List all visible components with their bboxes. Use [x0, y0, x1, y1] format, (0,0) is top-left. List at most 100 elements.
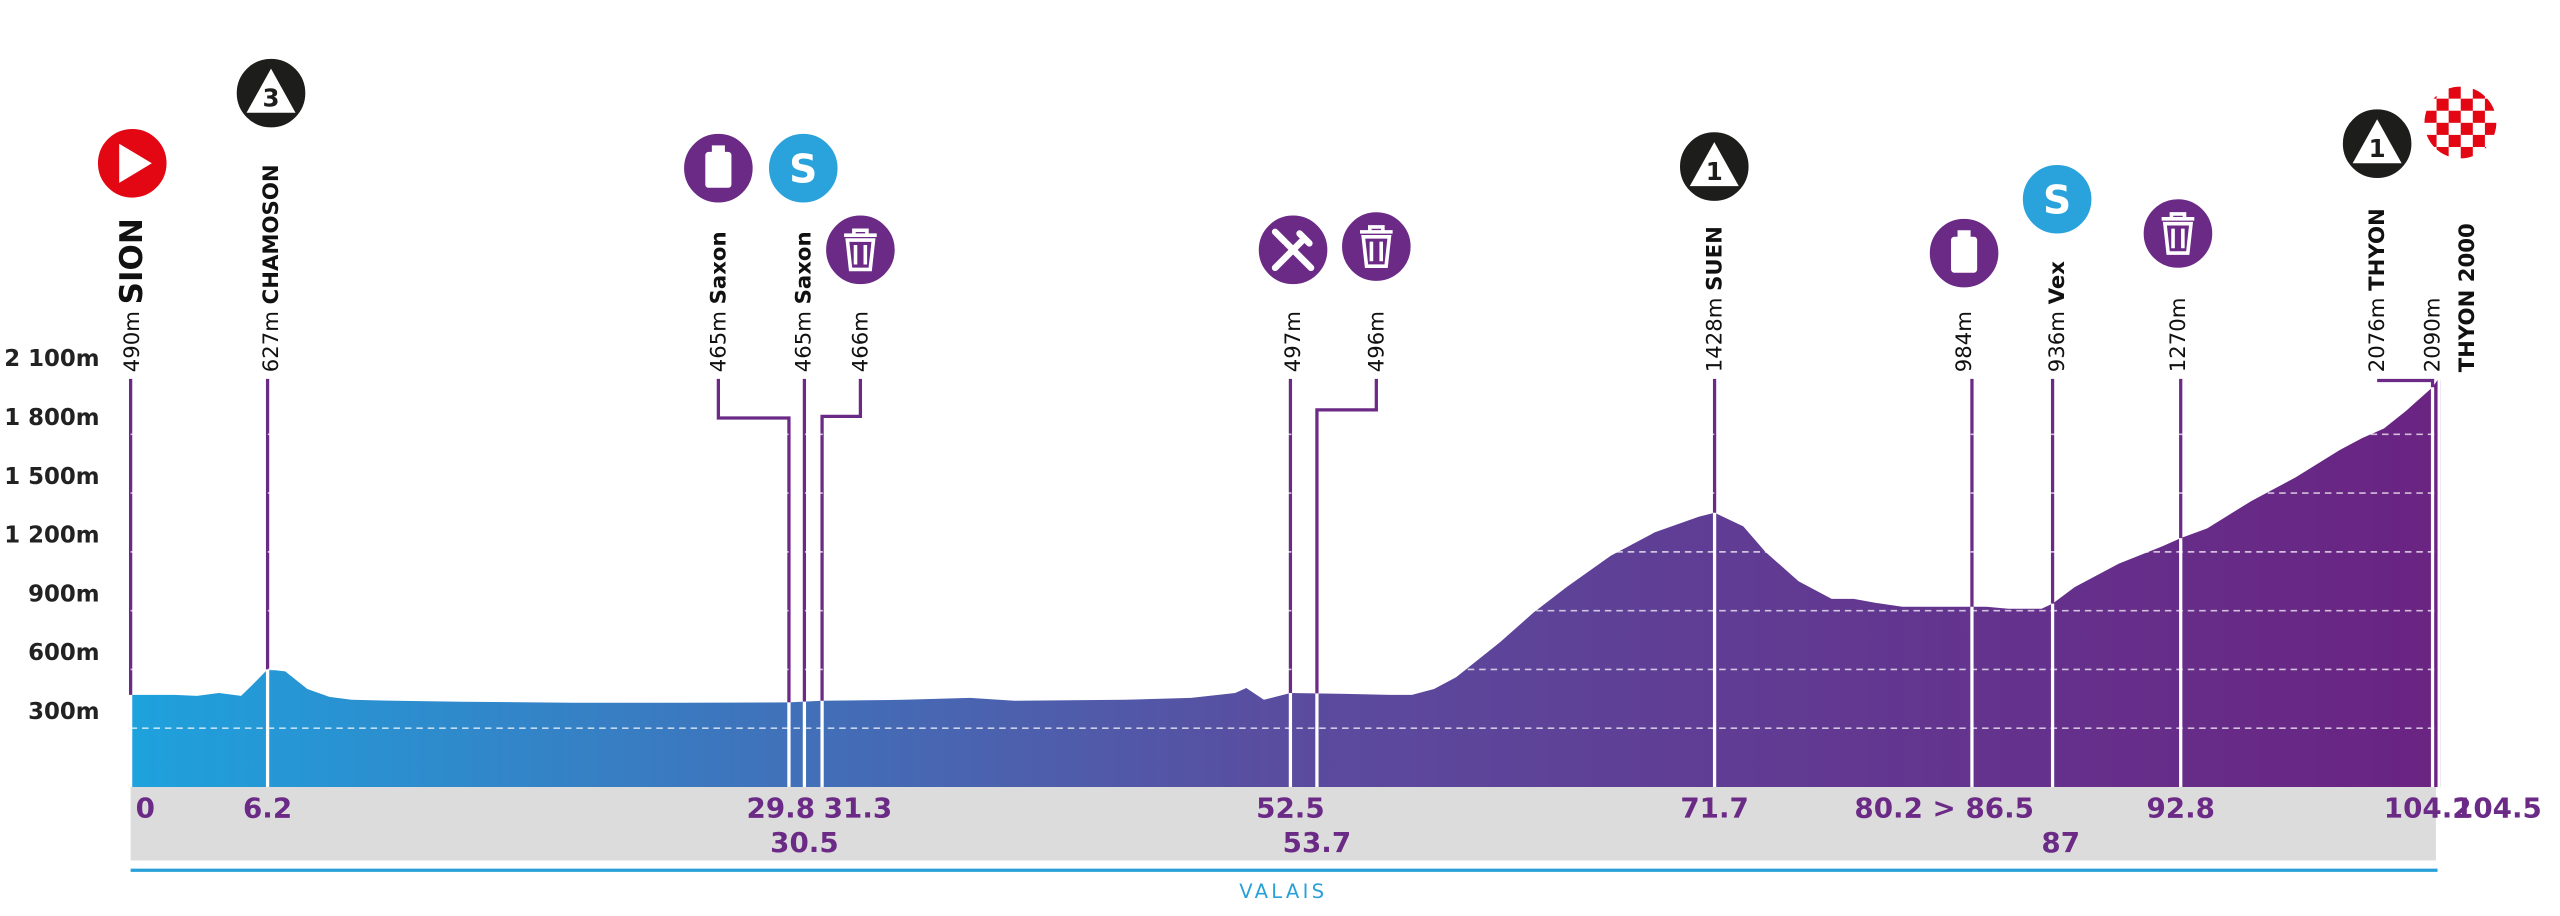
checker-cell: [2484, 122, 2497, 135]
altitude-label: 627m: [259, 311, 284, 372]
waypoint-label: 2076m THYON: [2365, 208, 2390, 372]
y-tick-label: 2 100m: [4, 346, 99, 372]
km-label: 104.5: [2454, 792, 2542, 825]
waypoint-label: 984m: [1952, 311, 1977, 372]
icon-climb: 1: [1676, 129, 1752, 205]
checker-cell: [2448, 110, 2461, 123]
icon-glyph: [246, 68, 296, 113]
km-label: 0: [136, 792, 155, 825]
icon-glyph: [1360, 225, 1393, 268]
sprint-letter: S: [2043, 178, 2071, 223]
climb-category: 1: [1706, 157, 1723, 186]
y-tick-label: 1 800m: [4, 405, 99, 431]
icon-bottle: [1926, 215, 2002, 291]
icon-climb: 1: [2339, 106, 2415, 182]
km-label: 31.3: [824, 792, 892, 825]
y-tick-label: 900m: [28, 581, 99, 607]
altitude-label: 2076m: [2365, 298, 2390, 373]
climb-category: 3: [263, 84, 280, 113]
place-name: Saxon: [706, 231, 731, 304]
checker-cell: [2436, 98, 2449, 111]
leader-line: [1315, 378, 1378, 787]
checker-cell: [2472, 134, 2485, 147]
icon-glyph: [705, 145, 732, 188]
waypoint-label: 465m Saxon: [706, 231, 731, 372]
waypoint-label: 466m: [848, 311, 873, 372]
checker-cell: [2472, 110, 2485, 123]
icon-circle: [2019, 161, 2095, 237]
leader-line: [820, 378, 863, 787]
altitude-label: 490m: [120, 311, 145, 372]
place-name: THYON 2000: [2454, 223, 2479, 372]
altitude-label: 466m: [848, 311, 873, 372]
altitude-label: 497m: [1281, 311, 1306, 372]
km-label: 92.8: [2146, 792, 2214, 825]
altitude-label: 496m: [1364, 311, 1389, 372]
sprint-letter: S: [789, 147, 817, 192]
checker-cell: [2448, 134, 2461, 147]
km-label: 29.8: [747, 792, 815, 825]
icon-waste: [2140, 195, 2216, 272]
km-label: 52.5: [1256, 792, 1324, 825]
icon-circle: [1338, 209, 1414, 285]
y-tick-label: 1 500m: [4, 464, 99, 490]
km-label: 6.2: [243, 792, 292, 825]
checker-cell: [2436, 146, 2449, 159]
waypoint-label: 497m: [1281, 311, 1306, 372]
climb-category: 1: [2369, 134, 2386, 163]
altitude-label: 465m: [791, 311, 816, 372]
waypoint-label: 1428m SUEN: [1702, 226, 1727, 372]
icon-finish: [2422, 84, 2498, 161]
icon-sprint: S: [765, 130, 841, 206]
icon-feed: [1255, 212, 1331, 288]
icon-glyph: [119, 143, 152, 183]
waypoint-label: 465m Saxon: [791, 231, 816, 372]
icon-waste: [822, 212, 898, 288]
waypoint-label: 490m SION: [114, 218, 150, 372]
icon-waste: [1338, 209, 1414, 285]
icon-circle: [822, 212, 898, 288]
icon-sprint: S: [2019, 161, 2095, 237]
altitude-label: 984m: [1952, 311, 1977, 372]
waypoint-label: 1270m: [2165, 298, 2190, 373]
km-label: 104.2: [2384, 792, 2472, 825]
altitude-label: 1270m: [2165, 298, 2190, 373]
altitude-label: 936m: [2045, 311, 2070, 372]
place-name: THYON: [2365, 208, 2390, 291]
icon-bottle: [680, 130, 756, 206]
checker-cell: [2460, 146, 2473, 159]
km-label: 80.2 > 86.5: [1854, 792, 2034, 825]
km-label: 71.7: [1680, 792, 1748, 825]
icon-climb: 3: [233, 55, 309, 131]
icon-glyph: [1951, 230, 1978, 273]
km-band: [130, 786, 2436, 861]
place-name: CHAMOSON: [259, 164, 284, 304]
place-name: SUEN: [1702, 226, 1727, 291]
altitude-label: 2090m: [2420, 298, 2445, 373]
icon-glyph: [1689, 142, 1739, 187]
icon-glyph: [844, 228, 877, 272]
region-label: VALAIS: [1239, 880, 1327, 903]
km-label: 30.5: [770, 826, 838, 859]
icon-glyph: [2352, 119, 2402, 164]
waypoint-label: 936m Vex: [2045, 261, 2070, 373]
y-tick-label: 600m: [28, 640, 99, 666]
waypoint-label: 627m CHAMOSON: [259, 164, 284, 372]
leader-line: [716, 378, 791, 787]
place-name: Saxon: [791, 231, 816, 304]
waypoint-label: 2090m: [2420, 298, 2445, 373]
elevation-area: [130, 377, 2440, 787]
icon-circle: [765, 130, 841, 206]
place-name: SION: [114, 218, 150, 304]
km-label: 53.7: [1283, 826, 1351, 859]
waypoint-label: THYON 2000: [2454, 223, 2479, 372]
icon-start: [94, 125, 170, 201]
checker-cell: [2424, 110, 2437, 123]
waypoint-label: 496m: [1364, 311, 1389, 372]
checker-cell: [2448, 86, 2461, 99]
altitude-label: 1428m: [1702, 298, 1727, 373]
km-label: 87: [2041, 826, 2080, 859]
icon-glyph: [1271, 228, 1315, 272]
